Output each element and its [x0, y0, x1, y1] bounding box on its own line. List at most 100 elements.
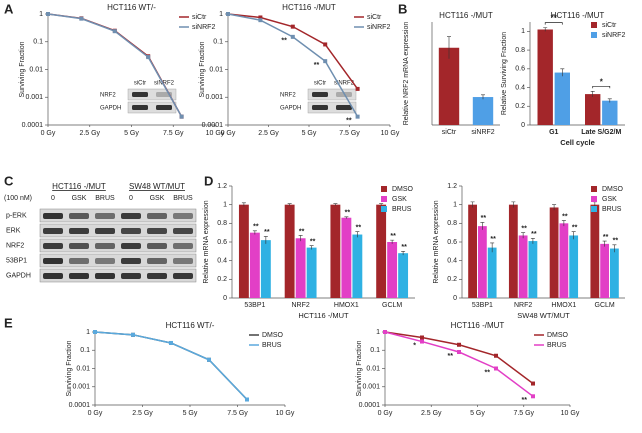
blot-band [173, 258, 193, 264]
point [258, 15, 263, 20]
y-tick-label: 0.001 [362, 384, 380, 391]
error-bar [490, 242, 495, 253]
blot-band [69, 243, 89, 249]
y-axis-label: Relative mRNA expression [433, 200, 440, 283]
y-axis-label: Surviving Fraction [66, 340, 73, 396]
blot-band [121, 258, 141, 264]
series-line [384, 331, 534, 385]
error-bar [355, 231, 360, 238]
point [494, 366, 498, 371]
legend-label: siNRF2 [602, 32, 625, 39]
point [131, 332, 135, 337]
error-bar [344, 216, 349, 219]
bar [549, 207, 559, 298]
legend-swatch [591, 206, 597, 212]
y-tick-label: 0.01 [366, 365, 380, 372]
blot-band [95, 228, 115, 234]
y-tick-label: 0.01 [209, 66, 223, 73]
x-tick-label: 7.5 Gy [163, 130, 184, 137]
significance: ** [490, 236, 496, 243]
y-tick-label: 0.4 [217, 258, 227, 265]
x-tick-label: 7.5 Gy [339, 130, 360, 137]
y-tick-label: 0.6 [217, 239, 227, 246]
blot-strip [39, 238, 197, 253]
panel-label: C [4, 173, 14, 188]
y-tick-label: 1 [219, 11, 223, 18]
x-axis-label: HCT116 -/MUT [298, 311, 349, 320]
point [420, 339, 424, 344]
blot-band [173, 243, 193, 249]
blot-band [69, 228, 89, 234]
blot-band [173, 228, 193, 234]
legend-swatch [381, 206, 387, 212]
blot-strip [39, 268, 197, 283]
significance: ** [603, 234, 609, 241]
error-bar [309, 245, 314, 250]
legend-label: DMSO [262, 332, 284, 339]
point [179, 114, 184, 119]
blot-band [121, 243, 141, 249]
blot-row: GAPDH [6, 272, 31, 279]
legend-swatch [381, 186, 387, 192]
y-tick-label: 0.8 [447, 220, 457, 227]
error-bar [390, 239, 395, 244]
bar [330, 204, 341, 298]
blot-band [69, 258, 89, 264]
panel-label: A [4, 1, 14, 16]
blot-row: ERK [6, 227, 21, 234]
y-tick-label: 1 [39, 11, 43, 18]
y-tick-label: 1.2 [447, 183, 457, 190]
point [494, 353, 498, 358]
chart-title: HCT116 -/MUT [282, 3, 336, 12]
x-tick-label: 5 Gy [183, 410, 198, 417]
point [79, 16, 84, 21]
chart-title: HCT116 -/MUT [451, 321, 505, 330]
significance: ** [310, 239, 316, 246]
inset-lane: siNRF2 [334, 81, 355, 87]
error-bar [602, 240, 607, 247]
inset-band [336, 105, 352, 110]
legend-swatch [381, 196, 387, 202]
y-tick-label: 0.0001 [359, 402, 381, 409]
point [355, 86, 360, 91]
point [457, 350, 461, 355]
x-tick-label: Late S/G2/M [581, 129, 621, 136]
legend-label: DMSO [547, 332, 569, 339]
legend-label: siCtr [367, 14, 382, 21]
x-tick-label: 10 Gy [561, 410, 580, 417]
significance: ** [521, 226, 527, 233]
point [420, 335, 424, 340]
blot-band [121, 228, 141, 234]
y-tick-label: 0.1 [370, 347, 380, 354]
inset-band [132, 105, 148, 110]
error-bar [560, 68, 565, 77]
blot-band [69, 273, 89, 279]
significance: ** [448, 353, 454, 360]
blot-band [147, 213, 167, 219]
x-tick-label: 2.5 Gy [421, 410, 442, 417]
error-bar [401, 251, 406, 256]
blot-band [43, 273, 63, 279]
bar [284, 204, 295, 298]
legend-swatch [591, 22, 597, 28]
x-tick-label: G1 [549, 129, 558, 136]
significance: ** [356, 225, 362, 232]
bar [387, 242, 398, 298]
point [207, 357, 211, 362]
y-tick-label: 0.01 [29, 66, 43, 73]
blot-band [121, 213, 141, 219]
blot-treatment: (100 nM) [4, 195, 32, 202]
blot-lane: 0 [51, 195, 55, 202]
blot-lane: GSK [150, 195, 165, 202]
x-axis-label: SW48 WT/MUT [517, 311, 570, 320]
blot-band [95, 273, 115, 279]
legend-label: BRUS [547, 342, 567, 349]
blot-lane: BRUS [95, 195, 115, 202]
error-bar [481, 94, 485, 100]
blot-band [147, 273, 167, 279]
x-tick-label: 5 Gy [302, 130, 317, 137]
significance: * [600, 77, 604, 86]
bar [376, 204, 387, 298]
x-tick-label: GCLM [382, 302, 402, 309]
bar [569, 235, 579, 298]
